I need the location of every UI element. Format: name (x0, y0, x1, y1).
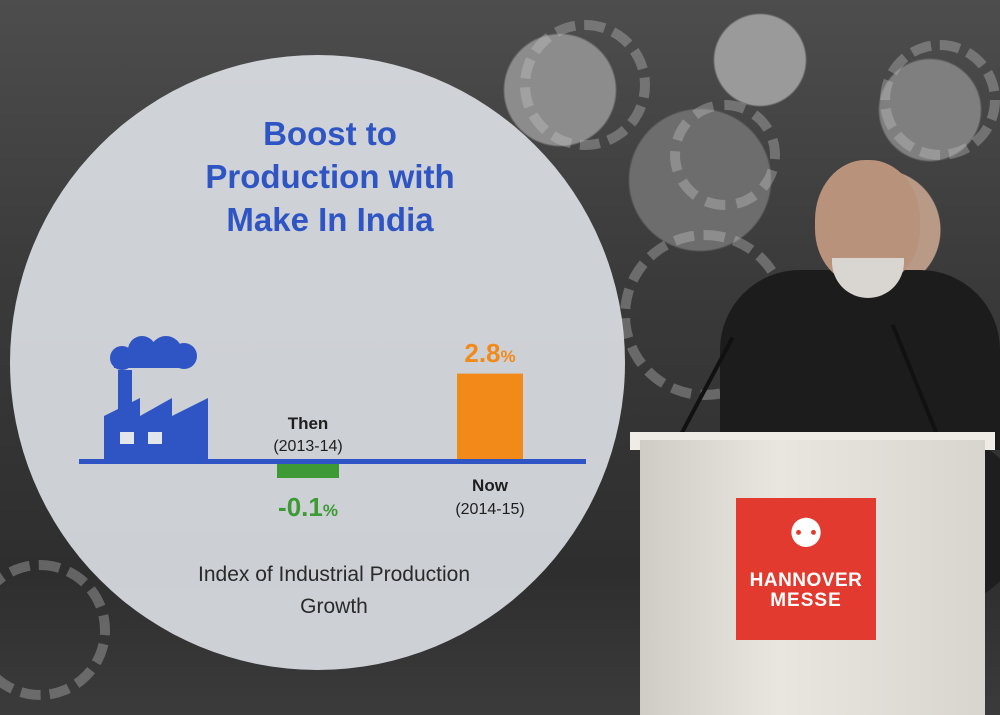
value-now: 2.8 (464, 338, 500, 368)
title-line: Boost to (263, 115, 397, 152)
title-line: Make In India (226, 201, 434, 238)
value-unit-now: % (501, 347, 516, 366)
chart-axis-label: Index of Industrial Production Growth (134, 559, 534, 623)
footer-line: Growth (300, 595, 368, 618)
logo-text-messe: MESSE (770, 590, 842, 611)
title-line: Production with (205, 158, 455, 195)
logo-text-hannover: HANNOVER (749, 570, 863, 591)
gear-decoration (0, 560, 110, 700)
speaker-figure (720, 270, 1000, 450)
infographic-title: Boost to Production with Make In India (130, 112, 530, 241)
value-unit-then: % (323, 501, 338, 520)
value-then: -0.1 (278, 492, 323, 522)
value-label-then: -0.1% (278, 492, 338, 522)
footer-line: Index of Industrial Production (198, 563, 470, 586)
category-label-now: Now (472, 476, 509, 495)
factory-icon (104, 336, 208, 462)
value-label-now: 2.8% (464, 338, 515, 368)
bar-then (277, 464, 339, 478)
gear-decoration (520, 20, 650, 150)
gear-decoration (670, 100, 780, 210)
hannover-messe-head-icon: ⚉ (788, 511, 824, 557)
period-label-then: (2013-14) (273, 438, 342, 455)
period-label-now: (2014-15) (455, 501, 524, 518)
bar-now (457, 373, 523, 459)
hannover-messe-logo: ⚉ HANNOVER MESSE (736, 498, 876, 640)
category-label-then: Then (288, 414, 329, 433)
gear-decoration (880, 40, 1000, 160)
